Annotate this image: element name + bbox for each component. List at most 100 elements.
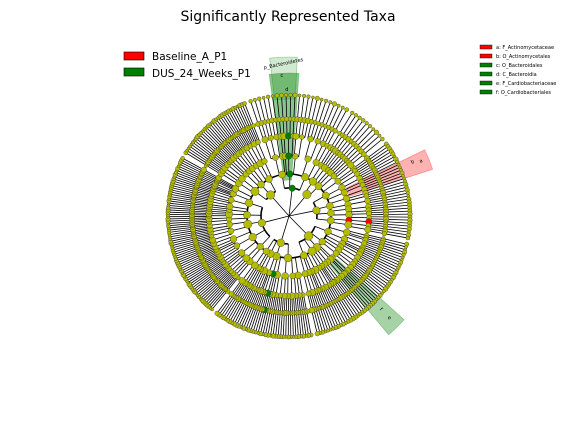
branch-line [268, 121, 273, 138]
branch-line [337, 299, 351, 321]
taxon-node [377, 133, 382, 138]
branch-line [206, 127, 224, 146]
branch-line [182, 157, 204, 171]
branch-line [245, 306, 255, 330]
branch-line [185, 266, 207, 280]
branch-line [293, 95, 296, 120]
branch-line [363, 277, 383, 294]
taxon-node [381, 231, 387, 237]
branch-line [243, 286, 252, 302]
taxon-node [331, 101, 338, 107]
branch-line [231, 160, 247, 175]
branch-line [180, 161, 203, 174]
branch-line [371, 266, 392, 281]
taxon-node [361, 118, 366, 123]
clade-legend-label-b: b: O_Actinomycetales [496, 54, 551, 60]
clade-label: d [285, 87, 288, 93]
clade-legend-label-d: d: C_Bacteroidia [496, 72, 537, 78]
branch-line [288, 188, 293, 217]
branch-line [219, 116, 235, 137]
branch-line [182, 261, 204, 274]
taxon-node [270, 94, 275, 98]
taxon-node [312, 206, 321, 215]
branch-line [368, 226, 386, 230]
branch-line [270, 138, 276, 158]
taxon-node [405, 235, 411, 241]
taxon-node [251, 261, 259, 270]
branch-line [313, 309, 321, 334]
branch-line [368, 146, 389, 161]
taxon-node [272, 154, 279, 161]
branch-line [271, 120, 276, 138]
branch-line [365, 237, 383, 244]
branch-line [218, 244, 237, 255]
branch-line [211, 122, 228, 142]
branch-line [190, 272, 211, 287]
branch-line [223, 250, 241, 263]
branch-line [168, 223, 193, 227]
branch-line [171, 185, 196, 192]
branch-line [240, 304, 252, 328]
clade-shade-bacteroidetes [268, 72, 300, 181]
branch-line [176, 170, 200, 180]
taxon-node [227, 227, 235, 235]
taxon-node [314, 331, 320, 337]
branch-line [304, 96, 309, 121]
branch-line [277, 312, 281, 337]
taxon-node [373, 129, 379, 135]
branch-line [186, 267, 208, 282]
branch-line [270, 311, 275, 336]
branch-line [369, 268, 391, 283]
branch-line [349, 268, 363, 281]
branch-line [300, 95, 305, 120]
branch-line [368, 224, 386, 227]
branch-line [202, 130, 221, 149]
branch-line [174, 246, 198, 255]
clade-shading [268, 56, 433, 336]
taxon-node [284, 93, 289, 98]
branch-line [246, 147, 258, 166]
branch-line [385, 201, 410, 206]
legend-swatch-dus [123, 67, 145, 77]
taxon-node [214, 310, 220, 316]
branch-line [381, 244, 405, 253]
taxon-node [334, 177, 342, 185]
branch-line [224, 143, 236, 157]
branch-line [172, 242, 197, 251]
branch-line [314, 99, 323, 123]
branch-line [175, 174, 198, 184]
branch-line [345, 236, 365, 244]
branch-line [368, 270, 389, 285]
branch-line [261, 215, 290, 224]
branch-line [170, 189, 195, 196]
branch-line [210, 289, 227, 309]
branch-line [280, 312, 283, 337]
branch-line [177, 253, 200, 264]
branch-line [206, 287, 224, 306]
branch-line [350, 290, 367, 310]
branch-line [194, 276, 214, 293]
branch-line [345, 294, 361, 315]
branch-line [224, 113, 238, 135]
taxon-node [238, 175, 246, 183]
branch-line [178, 254, 201, 266]
branch-line [356, 128, 374, 147]
branch-line [209, 222, 230, 226]
branch-line [300, 312, 304, 337]
branch-line [291, 136, 294, 157]
branch-line [215, 151, 229, 164]
branch-line [376, 164, 399, 176]
taxon-node [243, 219, 253, 229]
branch-line [226, 277, 239, 292]
branch-line [384, 198, 409, 203]
branch-line [187, 269, 209, 283]
branch-line [348, 210, 369, 213]
branch-line [366, 234, 384, 240]
branch-line [288, 215, 309, 237]
branch-line [362, 246, 379, 254]
branch-line [384, 230, 409, 236]
branch-line [172, 182, 196, 191]
taxon-node [350, 110, 355, 115]
branch-line [227, 299, 241, 321]
branch-line [168, 207, 193, 210]
